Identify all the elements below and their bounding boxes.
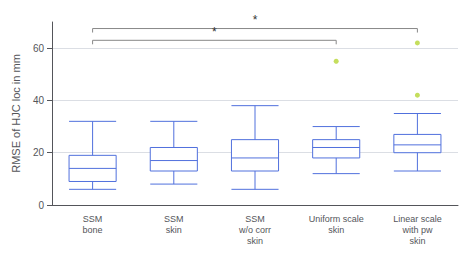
svg-text:w/o corr: w/o corr bbox=[238, 225, 271, 235]
svg-text:SSM: SSM bbox=[245, 214, 265, 224]
svg-text:*: * bbox=[253, 13, 258, 27]
svg-text:40: 40 bbox=[33, 95, 45, 106]
svg-text:skin: skin bbox=[328, 225, 344, 235]
svg-text:SSM: SSM bbox=[164, 214, 184, 224]
svg-text:60: 60 bbox=[33, 43, 45, 54]
svg-text:skin: skin bbox=[247, 236, 263, 246]
svg-text:SSM: SSM bbox=[83, 214, 103, 224]
svg-text:RMSE of HJC loc in mm: RMSE of HJC loc in mm bbox=[10, 54, 22, 173]
svg-text:skin: skin bbox=[409, 236, 425, 246]
svg-text:skin: skin bbox=[166, 225, 182, 235]
svg-text:bone: bone bbox=[83, 225, 103, 235]
svg-text:with pw: with pw bbox=[401, 225, 433, 235]
svg-text:20: 20 bbox=[33, 147, 45, 158]
svg-text:Linear scale: Linear scale bbox=[393, 214, 442, 224]
svg-text:0: 0 bbox=[38, 200, 44, 211]
svg-text:*: * bbox=[212, 25, 217, 39]
svg-text:Uniform scale: Uniform scale bbox=[309, 214, 364, 224]
